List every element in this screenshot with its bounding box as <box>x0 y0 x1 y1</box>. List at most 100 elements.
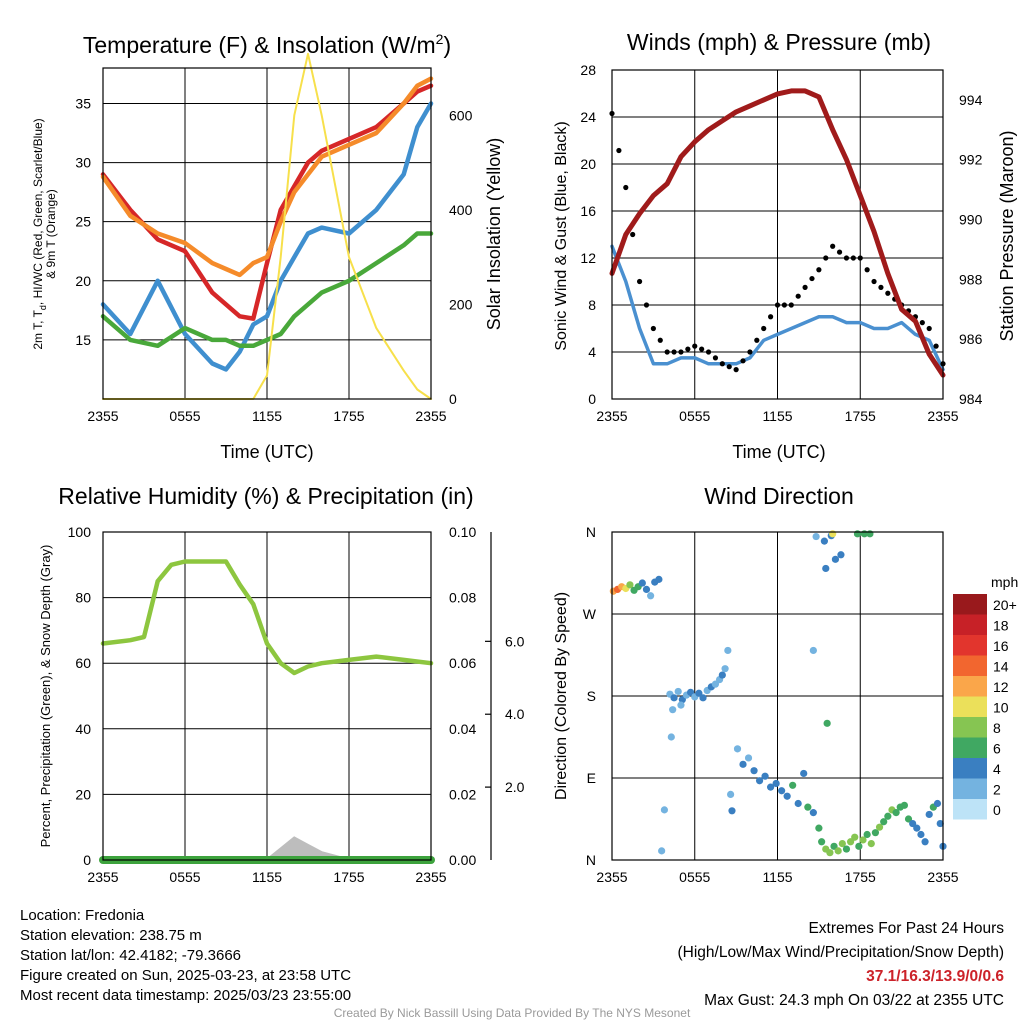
y2-tick-label: 600 <box>449 107 473 123</box>
winds-panel: 0 4 8 12 16 20 24 28 984 986 988 990 992 994 2355 0555 1… <box>553 29 1017 462</box>
direction-point <box>936 819 944 828</box>
direction-point <box>834 847 842 855</box>
y3-tick-label: 2.0 <box>505 779 525 795</box>
direction-point <box>909 819 917 828</box>
gust-point <box>623 184 629 191</box>
y3-tick-label: 6.0 <box>505 633 525 649</box>
y-tick-label: 80 <box>75 590 91 606</box>
gust-point <box>926 325 932 332</box>
gust-point <box>809 275 815 282</box>
legend-swatch <box>953 635 987 656</box>
direction-point <box>695 689 703 697</box>
gust-point <box>836 249 843 255</box>
direction-point <box>687 688 695 696</box>
y-tick-label: 100 <box>68 524 92 540</box>
y-tick-label: 8 <box>588 297 596 313</box>
y-axis-label-line: & 9m T (Orange) <box>44 189 58 279</box>
gust-point <box>692 343 698 349</box>
y3-tick-label: 4.0 <box>505 706 525 722</box>
legend-title: mph <box>991 574 1018 590</box>
direction-point <box>880 818 888 826</box>
legend-swatch <box>953 614 987 635</box>
direction-point <box>838 840 846 848</box>
direction-point <box>875 823 884 831</box>
direction-point <box>677 701 685 709</box>
direction-point <box>755 777 764 785</box>
direction-point <box>804 803 812 811</box>
plot-frame <box>611 69 944 400</box>
direction-point <box>727 790 735 799</box>
y2-tick-label: 0 <box>449 391 457 407</box>
direction-point <box>667 733 675 741</box>
y-tick-label: 20 <box>75 273 91 289</box>
legend-swatch <box>953 717 987 738</box>
legend-label: 4 <box>993 761 1001 777</box>
y-tick-label: 0 <box>83 852 91 868</box>
max-gust: Max Gust: 24.3 mph On 03/22 at 2355 UTC <box>704 992 1004 1009</box>
plot-frame <box>102 67 432 400</box>
station-location: Location: Fredonia <box>20 907 145 924</box>
series-line-station-pressure <box>609 88 946 378</box>
direction-point <box>778 787 786 795</box>
gust-point <box>664 349 670 355</box>
x-tick-label: 2355 <box>415 869 446 885</box>
recent-timestamp: Most recent data timestamp: 2025/03/23 2… <box>20 987 352 1004</box>
direction-point <box>853 530 862 538</box>
legend-label: 2 <box>993 782 1001 798</box>
direction-point <box>851 833 859 841</box>
y2-tick-label: 992 <box>959 152 983 168</box>
legend-swatch <box>953 676 987 697</box>
x-tick-label: 2355 <box>927 869 958 885</box>
y-tick-label: 20 <box>580 156 596 172</box>
x-tick-label: 1155 <box>762 869 792 885</box>
direction-point <box>724 646 732 655</box>
series-line-hi-wc <box>100 101 434 372</box>
legend-swatch <box>953 655 987 676</box>
y-tick-label: 24 <box>580 109 596 125</box>
extremes-heading: Extremes For Past 24 Hours <box>808 920 1004 937</box>
humidity-panel: 0 20 40 60 80 100 0.00 0.02 0.04 0.06 0.08 0.10 2.0 4… <box>38 483 525 885</box>
legend-label: 0 <box>993 802 1001 818</box>
y-tick-label: 16 <box>580 203 596 219</box>
gust-point <box>816 267 822 273</box>
gust-point <box>636 278 643 285</box>
gust-point <box>774 302 781 308</box>
gust-point <box>933 343 939 349</box>
x-tick-label: 1755 <box>845 408 876 424</box>
chart-title: Relative Humidity (%) & Precipitation (i… <box>58 483 473 509</box>
extremes-info: Extremes For Past 24 Hours (High/Low/Max… <box>678 917 1005 1013</box>
gust-point <box>643 302 650 308</box>
gust-point <box>857 255 863 261</box>
chart-title: Wind Direction <box>704 483 854 509</box>
direction-point <box>855 842 863 850</box>
series-line-relative-humidity <box>100 559 434 676</box>
y2-tick-label: 0.06 <box>449 655 476 671</box>
direction-point <box>638 579 646 587</box>
x-axis-label: Time (UTC) <box>220 442 313 462</box>
y2-tick-label: 0.08 <box>449 590 476 606</box>
direction-point <box>809 809 817 817</box>
y-tick-label: 60 <box>75 655 91 671</box>
direction-point <box>718 671 726 679</box>
direction-point <box>733 745 742 753</box>
speed-legend: mph 20+ 18 16 14 12 10 8 6 4 2 0 <box>953 574 1018 820</box>
series-line-td <box>100 231 434 349</box>
direction-point <box>728 807 736 815</box>
direction-point <box>642 585 651 594</box>
x-tick-label: 0555 <box>169 869 200 885</box>
direction-point <box>933 799 942 808</box>
direction-point <box>822 564 830 573</box>
y-tick-label: N <box>586 852 596 868</box>
direction-point <box>699 694 707 702</box>
gust-point <box>761 325 767 332</box>
y-axis-label: Percent, Precipitation (Green), & Snow D… <box>38 545 53 848</box>
y2-tick-label: 0.10 <box>449 524 476 540</box>
x-tick-label: 1155 <box>252 408 282 424</box>
y-tick-label: E <box>587 770 596 786</box>
direction-point <box>658 847 666 855</box>
gust-point <box>802 284 808 290</box>
gust-point <box>678 349 684 355</box>
y2-tick-label: 986 <box>959 331 983 347</box>
legend-swatch <box>953 758 987 779</box>
